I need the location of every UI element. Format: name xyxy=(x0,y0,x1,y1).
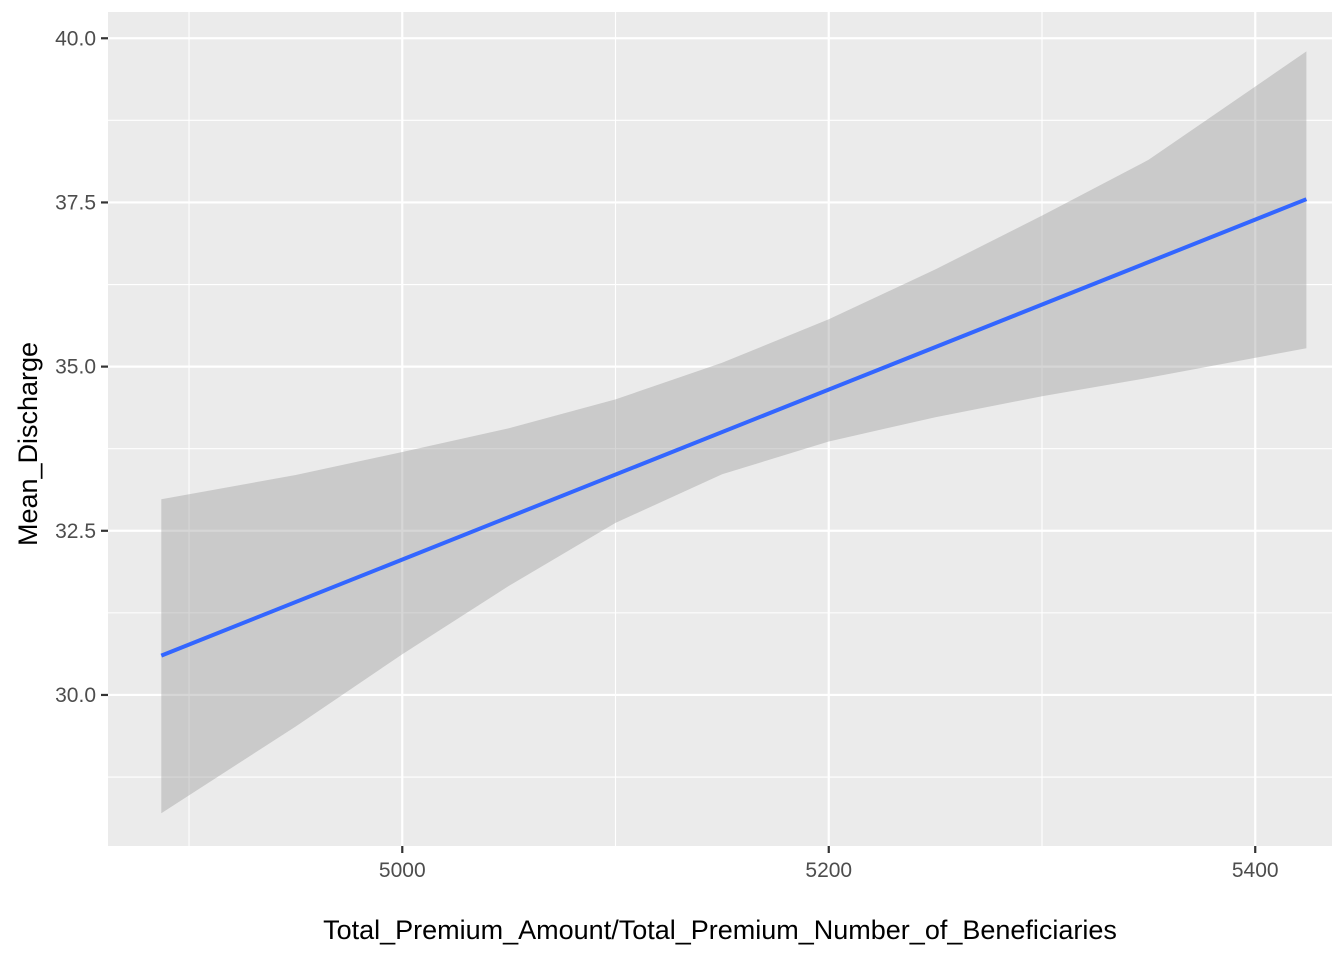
major-gridlines xyxy=(108,12,1332,846)
y-tick-label: 37.5 xyxy=(55,191,96,214)
x-tick-label: 5400 xyxy=(1232,859,1279,882)
regression-line xyxy=(160,197,1308,658)
y-tick-label: 40.0 xyxy=(55,27,96,50)
y-tick-label: 30.0 xyxy=(55,684,96,707)
x-axis-ticks: 5000 5200 5400 xyxy=(379,846,1279,882)
confidence-band xyxy=(161,51,1307,814)
x-tick-label: 5200 xyxy=(805,859,852,882)
y-axis-title: Mean_Discharge xyxy=(13,342,43,546)
minor-gridlines xyxy=(108,12,1332,846)
x-tick-label: 5000 xyxy=(379,859,426,882)
panel-background xyxy=(108,12,1332,846)
y-tick-label: 32.5 xyxy=(55,520,96,543)
y-tick-label: 35.0 xyxy=(55,356,96,379)
y-axis-ticks: 30.0 32.5 35.0 37.5 40.0 xyxy=(55,27,108,707)
x-axis-title: Total_Premium_Amount/Total_Premium_Numbe… xyxy=(323,915,1117,945)
